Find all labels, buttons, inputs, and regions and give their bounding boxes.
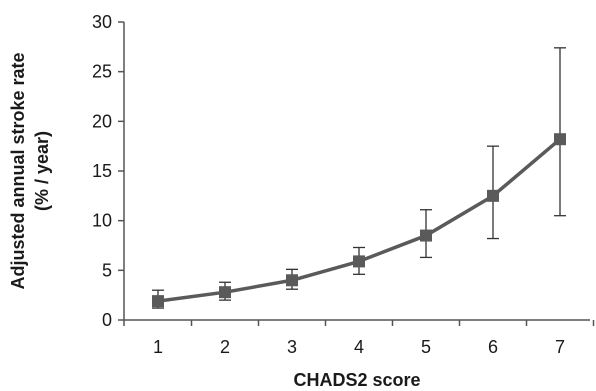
y-tick-label: 20 (92, 111, 112, 131)
y-tick-label: 5 (102, 260, 112, 280)
x-tick-label: 7 (555, 337, 565, 357)
x-tick-label: 6 (488, 337, 498, 357)
y-tick-label: 25 (92, 62, 112, 82)
x-tick-label: 1 (153, 337, 163, 357)
y-tick-label: 0 (102, 310, 112, 330)
x-tick-label: 5 (421, 337, 431, 357)
data-point (420, 229, 432, 242)
x-tick-label: 3 (287, 337, 297, 357)
error-bar (554, 47, 566, 217)
x-tick-label: 2 (220, 337, 230, 357)
y-tick-label: 15 (92, 161, 112, 181)
y-axis-title-line2: (% / year) (32, 131, 52, 211)
data-point (487, 189, 499, 202)
x-axis-title: CHADS2 score (293, 370, 420, 390)
data-point (353, 255, 365, 268)
x-ticks: 1 2 3 4 5 6 7 (123, 320, 595, 357)
y-tick-label: 30 (92, 12, 112, 32)
y-ticks: 0 5 10 15 20 25 30 (92, 12, 124, 330)
y-axis-title-line1: Adjusted annual stroke rate (8, 52, 28, 289)
data-point (219, 286, 231, 299)
y-tick-label: 10 (92, 211, 112, 231)
plot-area (152, 47, 566, 309)
x-axis: 1 2 3 4 5 6 7 (123, 319, 595, 357)
series-line (157, 137, 562, 303)
x-tick-label: 4 (354, 337, 364, 357)
data-point (286, 274, 298, 287)
y-axis: 0 5 10 15 20 25 30 (92, 12, 125, 330)
data-point (152, 295, 164, 308)
data-point (554, 133, 566, 146)
